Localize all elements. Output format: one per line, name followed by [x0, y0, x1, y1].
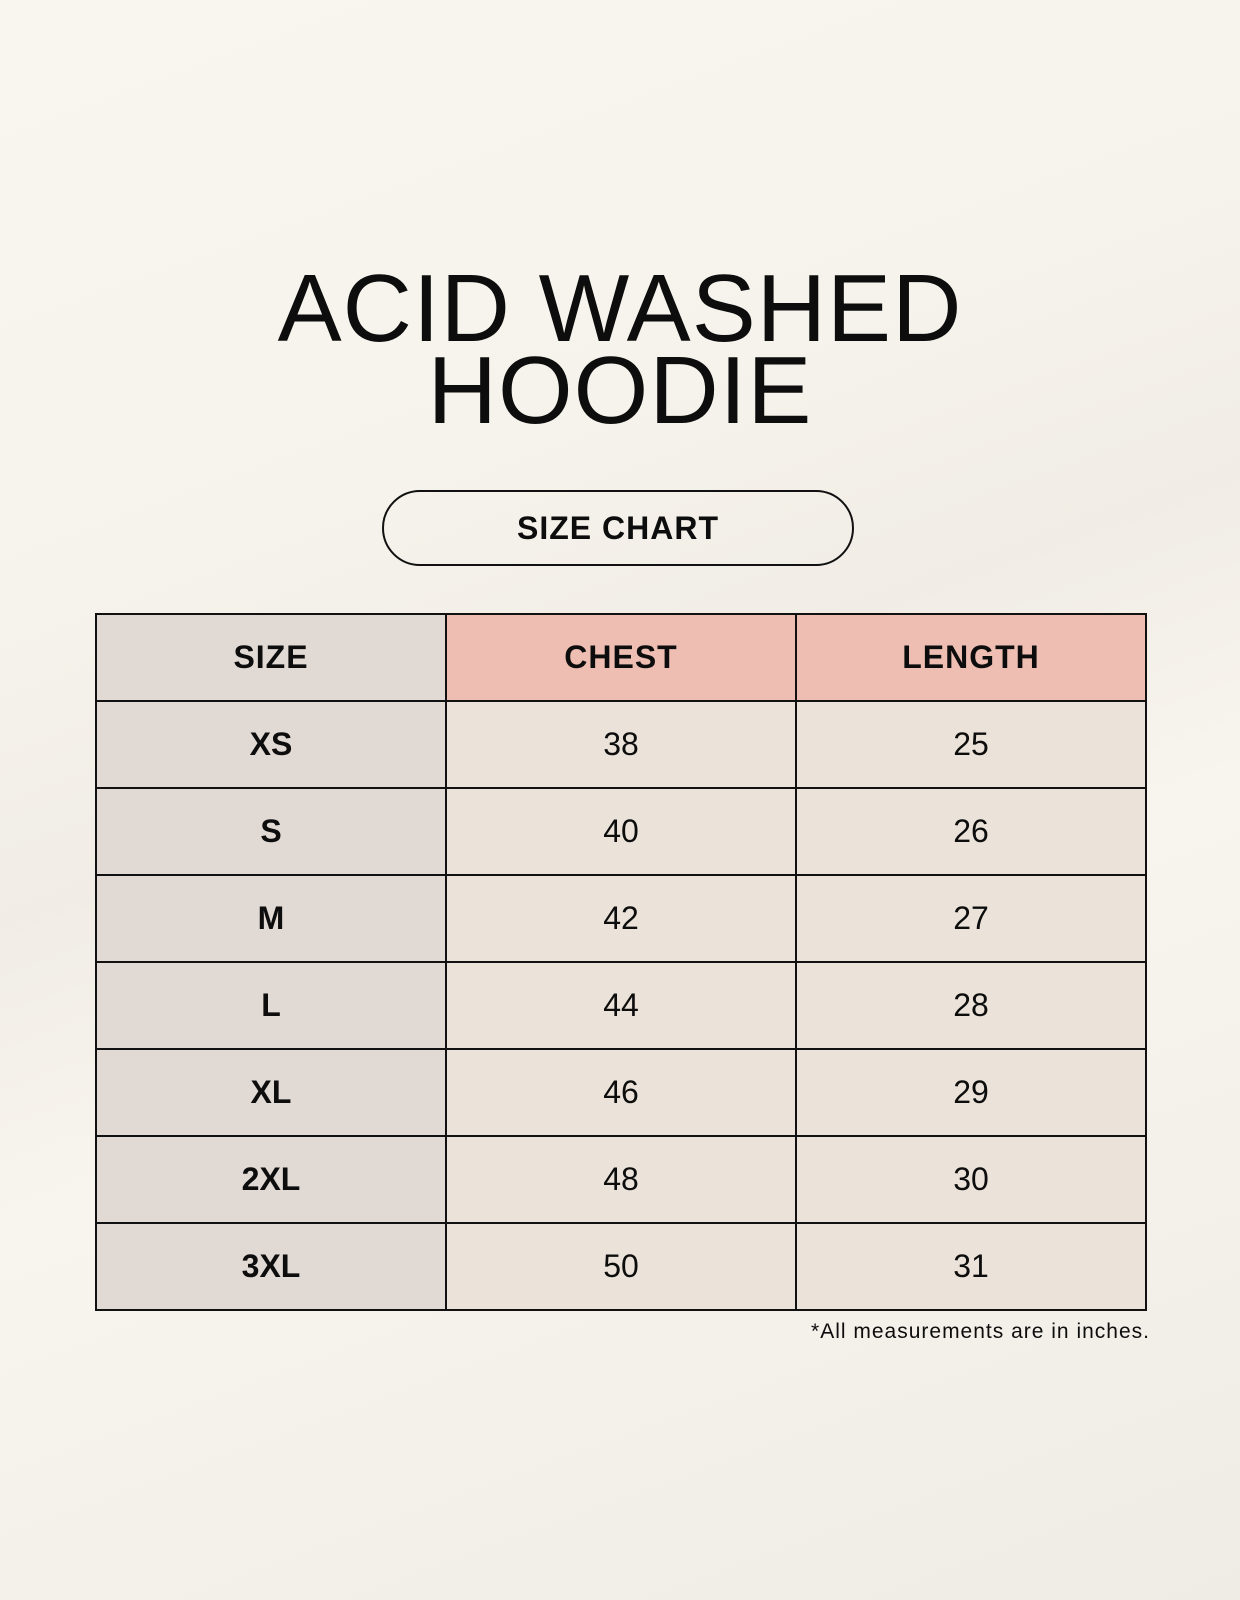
- table-row: S 40 26: [95, 787, 1147, 876]
- cell-size: M: [95, 874, 447, 963]
- table-row: 3XL 50 31: [95, 1222, 1147, 1311]
- cell-size: XS: [95, 700, 447, 789]
- cell-length: 25: [795, 700, 1147, 789]
- cell-length: 31: [795, 1222, 1147, 1311]
- cell-chest: 46: [445, 1048, 797, 1137]
- cell-chest: 38: [445, 700, 797, 789]
- cell-size: 2XL: [95, 1135, 447, 1224]
- cell-size: S: [95, 787, 447, 876]
- title-line-1: ACID WASHED: [277, 255, 963, 362]
- page-title: ACID WASHED HOODIE: [0, 255, 1240, 444]
- table-row: XS 38 25: [95, 700, 1147, 789]
- size-table: SIZE CHEST LENGTH XS 38 25 S 40 26 M 42 27 L 44 28 X…: [95, 613, 1147, 1311]
- table-row: 2XL 48 30: [95, 1135, 1147, 1224]
- header-length: LENGTH: [795, 613, 1147, 702]
- cell-chest: 48: [445, 1135, 797, 1224]
- footnote: *All measurements are in inches.: [811, 1320, 1150, 1343]
- cell-length: 29: [795, 1048, 1147, 1137]
- cell-length: 26: [795, 787, 1147, 876]
- cell-chest: 44: [445, 961, 797, 1050]
- cell-size: L: [95, 961, 447, 1050]
- table-header-row: SIZE CHEST LENGTH: [95, 613, 1147, 702]
- cell-length: 30: [795, 1135, 1147, 1224]
- header-size: SIZE: [95, 613, 447, 702]
- cell-length: 28: [795, 961, 1147, 1050]
- header-chest: CHEST: [445, 613, 797, 702]
- cell-chest: 40: [445, 787, 797, 876]
- table-row: L 44 28: [95, 961, 1147, 1050]
- table-row: M 42 27: [95, 874, 1147, 963]
- size-chart-label: SIZE CHART: [382, 490, 854, 566]
- cell-chest: 50: [445, 1222, 797, 1311]
- title-line-2: HOODIE: [427, 337, 813, 444]
- cell-chest: 42: [445, 874, 797, 963]
- table-row: XL 46 29: [95, 1048, 1147, 1137]
- cell-size: 3XL: [95, 1222, 447, 1311]
- cell-size: XL: [95, 1048, 447, 1137]
- cell-length: 27: [795, 874, 1147, 963]
